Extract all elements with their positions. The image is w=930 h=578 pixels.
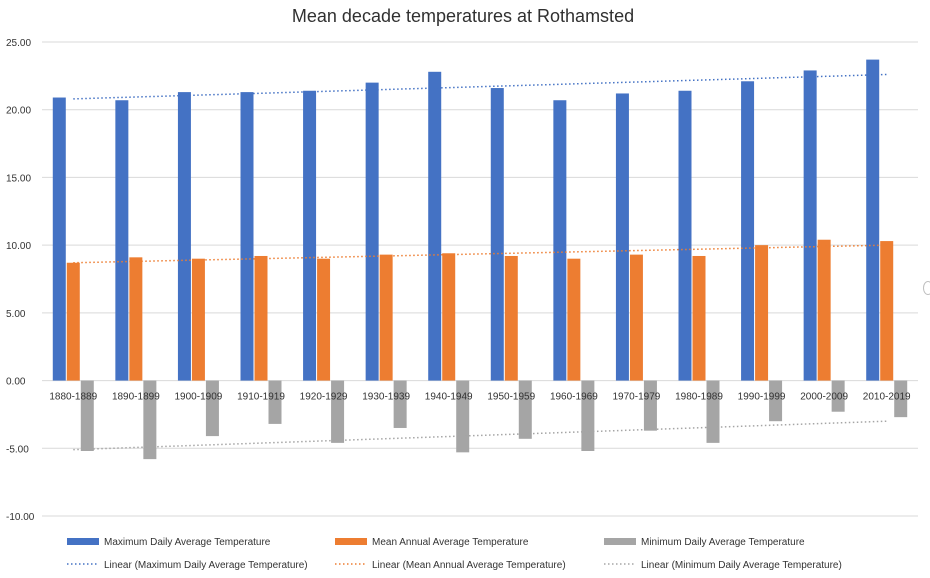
legend-swatch: [335, 538, 367, 545]
legend-label: Linear (Mean Annual Average Temperature): [372, 560, 566, 571]
bar-mean: [692, 255, 706, 381]
bar-mean: [317, 258, 331, 381]
bar-min: [268, 380, 282, 424]
x-tick-label: 1930-1939: [362, 392, 410, 403]
bar-max: [678, 90, 692, 381]
bar-max: [365, 82, 379, 381]
y-tick-label: -10.00: [6, 512, 35, 523]
bar-min: [331, 380, 345, 443]
x-tick-label: 1970-1979: [613, 392, 661, 403]
bar-max: [866, 59, 880, 381]
bar-max: [303, 90, 317, 381]
bar-max: [177, 92, 191, 381]
legend-label: Mean Annual Average Temperature: [372, 537, 529, 548]
bar-mean: [191, 258, 205, 381]
y-tick-label: 5.00: [6, 309, 26, 320]
bar-mean: [567, 258, 581, 381]
chart-resize-handle[interactable]: [923, 281, 930, 295]
y-tick-label: 0.00: [6, 377, 26, 388]
x-tick-label: 1890-1899: [112, 392, 160, 403]
x-tick-label: 1910-1919: [237, 392, 285, 403]
bar-min: [769, 380, 783, 422]
legend-swatch: [604, 538, 636, 545]
bar-min: [80, 380, 94, 451]
bar-min: [143, 380, 157, 460]
x-tick-label: 1960-1969: [550, 392, 598, 403]
bar-max: [615, 93, 629, 381]
trendline-min: [73, 420, 887, 451]
bar-mean: [379, 254, 393, 381]
y-tick-label: 10.00: [6, 241, 31, 252]
bar-min: [643, 380, 657, 431]
bar-mean: [254, 255, 268, 381]
legend-swatch: [67, 538, 99, 545]
chart-title: Mean decade temperatures at Rothamsted: [292, 6, 634, 26]
legend-label: Linear (Minimum Daily Average Temperatur…: [641, 560, 842, 571]
bar-min: [518, 380, 532, 439]
x-tick-label: 1900-1909: [175, 392, 223, 403]
x-tick-label: 2010-2019: [863, 392, 911, 403]
x-tick-label: 1920-1929: [300, 392, 348, 403]
legend: Maximum Daily Average Temperature Mean An…: [67, 537, 842, 571]
bar-min: [581, 380, 595, 451]
legend-label: Maximum Daily Average Temperature: [104, 537, 271, 548]
x-tick-label: 1880-1889: [49, 392, 97, 403]
legend-label: Linear (Maximum Daily Average Temperatur…: [104, 560, 308, 571]
bar-mean: [629, 254, 643, 381]
bar-min: [393, 380, 407, 428]
trendline-max: [73, 73, 887, 100]
y-tick-label: 15.00: [6, 173, 31, 184]
bar-max: [115, 100, 129, 381]
bar-mean: [817, 239, 831, 381]
bar-max: [428, 71, 442, 381]
x-tick-label: 2000-2009: [800, 392, 848, 403]
x-axis-ticks: 1880-1889 1890-1899 1900-1909 1910-1919 1920…: [49, 392, 911, 403]
bar-max: [803, 70, 817, 381]
bar-mean: [755, 245, 769, 381]
y-tick-label: -5.00: [6, 444, 29, 455]
bar-min: [831, 380, 845, 412]
bar-max: [553, 100, 567, 381]
x-tick-label: 1990-1999: [738, 392, 786, 403]
bar-max: [52, 97, 66, 381]
bar-mean: [880, 241, 894, 381]
bar-max: [240, 92, 254, 381]
bar-min: [894, 380, 908, 418]
bar-max: [490, 88, 504, 381]
x-tick-label: 1980-1989: [675, 392, 723, 403]
bar-max: [741, 81, 755, 381]
y-tick-label: 20.00: [6, 106, 31, 117]
bar-mean: [66, 262, 80, 381]
bars: [52, 59, 908, 460]
gridlines: [42, 41, 918, 517]
legend-label: Minimum Daily Average Temperature: [641, 537, 805, 548]
bar-mean: [442, 253, 456, 381]
x-tick-label: 1940-1949: [425, 392, 473, 403]
bar-min: [706, 380, 720, 443]
bar-min: [456, 380, 470, 453]
y-axis-ticks: 25.00 20.00 15.00 10.00 5.00 0.00 -5.00 -10.00: [6, 38, 35, 523]
x-tick-label: 1950-1959: [487, 392, 535, 403]
y-tick-label: 25.00: [6, 38, 31, 49]
bar-mean: [129, 257, 143, 381]
bar-mean: [504, 255, 518, 381]
bar-min: [205, 380, 219, 437]
